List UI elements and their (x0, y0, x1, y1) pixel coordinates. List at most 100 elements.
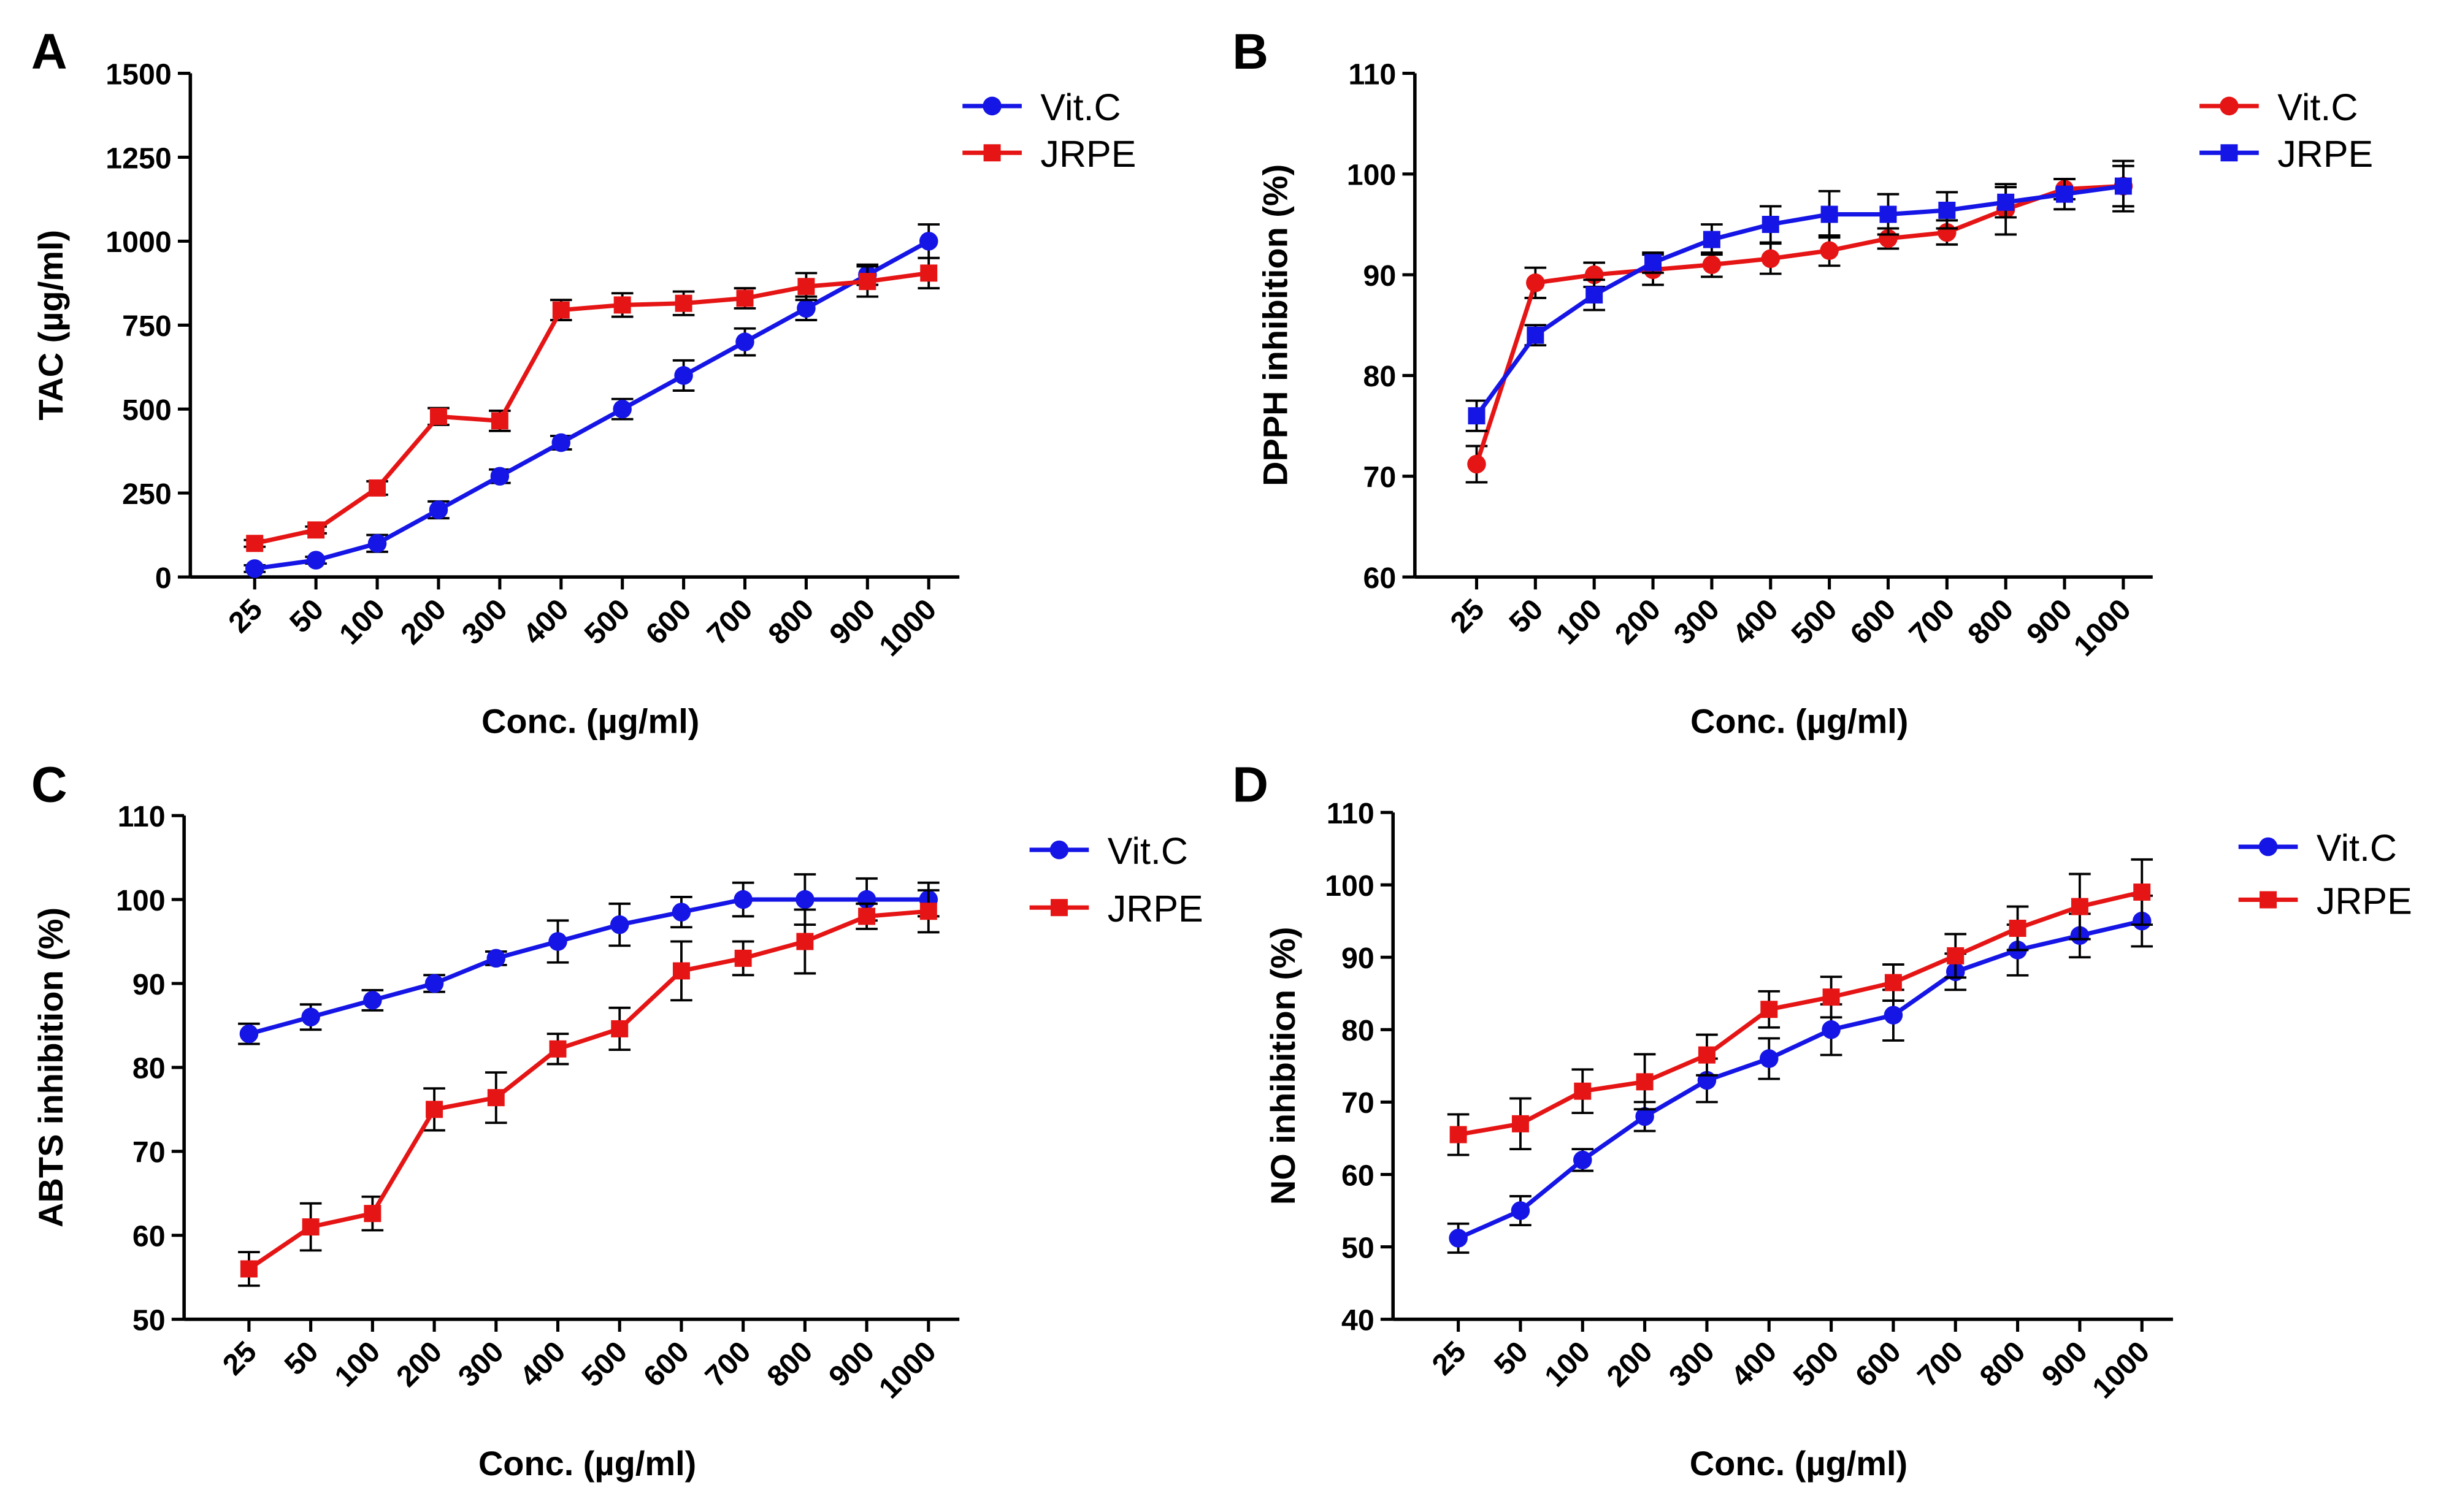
marker (797, 299, 816, 318)
x-tick-label: 600 (639, 593, 697, 651)
marker (551, 433, 571, 452)
x-tick-label: 900 (823, 593, 881, 651)
marker (1884, 974, 1902, 991)
marker (1702, 255, 1722, 274)
marker (610, 915, 629, 934)
marker (363, 991, 382, 1010)
y-tick-label: 250 (122, 478, 172, 511)
marker (672, 903, 691, 922)
legend-label: Vit.C (1108, 830, 1188, 872)
marker (1585, 286, 1603, 304)
panel-label: A (31, 24, 67, 80)
y-tick-label: 90 (132, 968, 166, 1001)
x-tick-label: 400 (517, 593, 575, 651)
y-tick-label: 1000 (105, 226, 171, 259)
x-tick-label: 800 (1961, 593, 2020, 651)
legend-label: JRPE (1040, 133, 1136, 175)
x-tick-label: 600 (1849, 1335, 1907, 1393)
marker (613, 399, 632, 419)
y-tick-label: 80 (1341, 1014, 1374, 1047)
y-axis-title: TAC (µg/ml) (31, 230, 70, 421)
marker (1884, 1006, 1903, 1025)
series-line (1474, 183, 2124, 465)
marker (1820, 205, 1838, 223)
marker (486, 949, 506, 968)
marker (611, 1020, 629, 1037)
x-tick-label: 900 (2036, 1335, 2094, 1393)
x-tick-label: 400 (1727, 593, 1785, 651)
marker (2220, 96, 2239, 116)
marker (2260, 891, 2277, 909)
x-tick-label: 200 (1609, 593, 1667, 651)
x-tick-label: 200 (394, 593, 453, 651)
x-tick-label: 1000 (873, 1335, 943, 1405)
marker (2133, 883, 2151, 901)
marker (983, 96, 1002, 116)
marker (429, 408, 447, 426)
x-axis-title: Conc. (µg/ml) (478, 1444, 696, 1483)
x-tick-label: 500 (1787, 1335, 1845, 1393)
marker (1449, 1229, 1468, 1248)
x-tick-label: 800 (761, 1335, 819, 1393)
x-tick-label: 800 (762, 593, 820, 651)
marker (1760, 1001, 1778, 1018)
marker (1449, 1126, 1467, 1144)
y-tick-label: 80 (132, 1052, 166, 1085)
x-tick-label: 900 (822, 1335, 881, 1393)
marker (2056, 185, 2074, 203)
marker (672, 962, 690, 980)
marker (307, 521, 325, 539)
marker (1997, 193, 2015, 211)
marker (1468, 407, 1486, 425)
x-tick-label: 50 (283, 593, 330, 640)
y-tick-label: 50 (1341, 1231, 1374, 1264)
marker (364, 1205, 381, 1223)
marker (240, 1260, 258, 1278)
x-tick-label: 800 (1973, 1335, 2031, 1393)
y-tick-label: 80 (1363, 360, 1397, 393)
marker (613, 296, 631, 314)
marker (1644, 254, 1662, 272)
x-tick-label: 500 (578, 593, 637, 651)
marker (1526, 273, 1545, 292)
marker (1762, 215, 1779, 233)
series-line (1458, 890, 2143, 1137)
marker (1050, 899, 1068, 917)
marker (983, 144, 1001, 162)
marker (302, 1218, 320, 1236)
legend-label: Vit.C (1040, 86, 1121, 128)
marker (490, 467, 510, 486)
x-tick-label: 700 (699, 1335, 757, 1393)
marker (301, 1007, 320, 1027)
y-tick-label: 90 (1363, 259, 1397, 292)
x-tick-label: 700 (1911, 1335, 1969, 1393)
x-axis-title: Conc. (µg/ml) (1690, 701, 1908, 740)
y-tick-label: 60 (1363, 562, 1397, 595)
marker (736, 289, 754, 307)
y-tick-label: 90 (1341, 942, 1374, 975)
x-tick-label: 700 (1903, 593, 1961, 651)
x-tick-label: 50 (278, 1335, 324, 1381)
marker (1049, 840, 1069, 860)
marker (858, 907, 876, 925)
marker (246, 535, 264, 552)
legend-label: Vit.C (2277, 86, 2358, 128)
legend-label: JRPE (1108, 888, 1203, 930)
marker (1511, 1201, 1530, 1220)
marker (1947, 947, 1965, 964)
marker (548, 932, 567, 951)
x-tick-label: 300 (1668, 593, 1726, 651)
marker (239, 1024, 259, 1044)
y-tick-label: 70 (1341, 1086, 1374, 1120)
marker (735, 332, 754, 351)
marker (491, 412, 508, 430)
marker (369, 479, 386, 497)
y-tick-label: 100 (1347, 159, 1397, 192)
x-tick-label: 1000 (873, 593, 943, 663)
marker (1822, 988, 1840, 1006)
y-axis-title: NO inhibition (%) (1263, 927, 1302, 1205)
marker (1698, 1046, 1716, 1064)
x-tick-label: 600 (637, 1335, 696, 1393)
y-tick-label: 500 (122, 394, 172, 427)
